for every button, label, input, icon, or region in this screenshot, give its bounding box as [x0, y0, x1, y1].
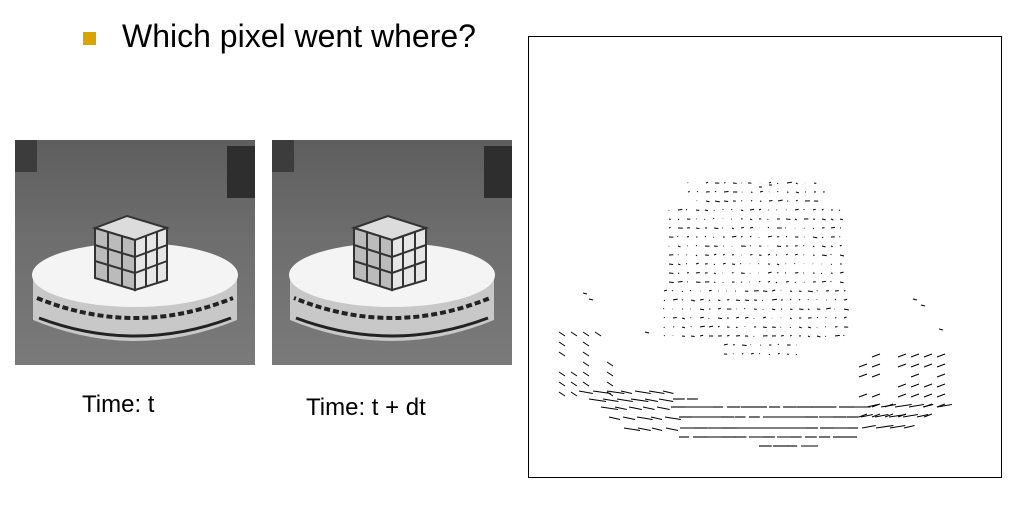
frame-t-dt-image [272, 140, 512, 365]
frame-t-caption: Time: t [82, 391, 155, 418]
frame-t-dt-caption: Time: t + dt [306, 394, 426, 421]
bullet-marker [83, 32, 96, 45]
frame-t-image [15, 140, 255, 365]
slide-heading: Which pixel went where? [122, 18, 476, 54]
optical-flow-field [558, 181, 952, 447]
optical-flow-panel [528, 36, 1002, 478]
